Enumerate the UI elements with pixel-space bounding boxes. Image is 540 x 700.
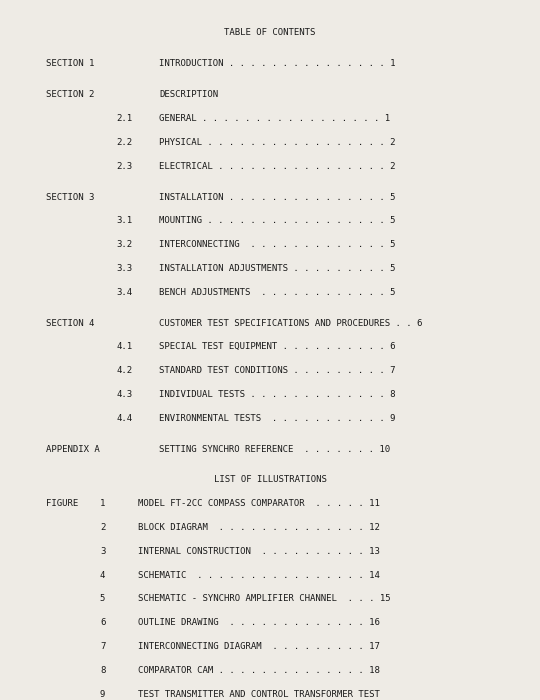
Text: TEST TRANSMITTER AND CONTROL TRANSFORMER TEST: TEST TRANSMITTER AND CONTROL TRANSFORMER… <box>138 690 380 699</box>
Text: 2.2: 2.2 <box>116 138 132 147</box>
Text: SCHEMATIC - SYNCHRO AMPLIFIER CHANNEL  . . . 15: SCHEMATIC - SYNCHRO AMPLIFIER CHANNEL . … <box>138 594 390 603</box>
Text: 1: 1 <box>100 499 105 508</box>
Text: 2: 2 <box>100 523 105 532</box>
Text: 4.4: 4.4 <box>116 414 132 423</box>
Text: 4.2: 4.2 <box>116 366 132 375</box>
Text: INTRODUCTION . . . . . . . . . . . . . . . 1: INTRODUCTION . . . . . . . . . . . . . .… <box>159 60 396 69</box>
Text: OUTLINE DRAWING  . . . . . . . . . . . . . 16: OUTLINE DRAWING . . . . . . . . . . . . … <box>138 618 380 627</box>
Text: BENCH ADJUSTMENTS  . . . . . . . . . . . . 5: BENCH ADJUSTMENTS . . . . . . . . . . . … <box>159 288 396 297</box>
Text: 3.2: 3.2 <box>116 240 132 249</box>
Text: PHYSICAL . . . . . . . . . . . . . . . . . 2: PHYSICAL . . . . . . . . . . . . . . . .… <box>159 138 396 147</box>
Text: 9: 9 <box>100 690 105 699</box>
Text: SECTION 4: SECTION 4 <box>46 318 94 328</box>
Text: 3.1: 3.1 <box>116 216 132 225</box>
Text: 2.3: 2.3 <box>116 162 132 171</box>
Text: INTERNAL CONSTRUCTION  . . . . . . . . . . 13: INTERNAL CONSTRUCTION . . . . . . . . . … <box>138 547 380 556</box>
Text: SECTION 2: SECTION 2 <box>46 90 94 99</box>
Text: TABLE OF CONTENTS: TABLE OF CONTENTS <box>224 28 316 37</box>
Text: COMPARATOR CAM . . . . . . . . . . . . . . 18: COMPARATOR CAM . . . . . . . . . . . . .… <box>138 666 380 675</box>
Text: MOUNTING . . . . . . . . . . . . . . . . . 5: MOUNTING . . . . . . . . . . . . . . . .… <box>159 216 396 225</box>
Text: SECTION 1: SECTION 1 <box>46 60 94 69</box>
Text: INTERCONNECTING DIAGRAM  . . . . . . . . . 17: INTERCONNECTING DIAGRAM . . . . . . . . … <box>138 642 380 651</box>
Text: 2.1: 2.1 <box>116 114 132 123</box>
Text: BLOCK DIAGRAM  . . . . . . . . . . . . . . 12: BLOCK DIAGRAM . . . . . . . . . . . . . … <box>138 523 380 532</box>
Text: 7: 7 <box>100 642 105 651</box>
Text: 5: 5 <box>100 594 105 603</box>
Text: 8: 8 <box>100 666 105 675</box>
Text: GENERAL . . . . . . . . . . . . . . . . . 1: GENERAL . . . . . . . . . . . . . . . . … <box>159 114 390 123</box>
Text: 3.3: 3.3 <box>116 264 132 273</box>
Text: SPECIAL TEST EQUIPMENT . . . . . . . . . . 6: SPECIAL TEST EQUIPMENT . . . . . . . . .… <box>159 342 396 351</box>
Text: SECTION 3: SECTION 3 <box>46 193 94 202</box>
Text: INSTALLATION . . . . . . . . . . . . . . . 5: INSTALLATION . . . . . . . . . . . . . .… <box>159 193 396 202</box>
Text: 3.4: 3.4 <box>116 288 132 297</box>
Text: CUSTOMER TEST SPECIFICATIONS AND PROCEDURES . . 6: CUSTOMER TEST SPECIFICATIONS AND PROCEDU… <box>159 318 423 328</box>
Text: ELECTRICAL . . . . . . . . . . . . . . . . 2: ELECTRICAL . . . . . . . . . . . . . . .… <box>159 162 396 171</box>
Text: SETTING SYNCHRO REFERENCE  . . . . . . . 10: SETTING SYNCHRO REFERENCE . . . . . . . … <box>159 444 390 454</box>
Text: 4.1: 4.1 <box>116 342 132 351</box>
Text: INSTALLATION ADJUSTMENTS . . . . . . . . . 5: INSTALLATION ADJUSTMENTS . . . . . . . .… <box>159 264 396 273</box>
Text: INTERCONNECTING  . . . . . . . . . . . . . 5: INTERCONNECTING . . . . . . . . . . . . … <box>159 240 396 249</box>
Text: 3: 3 <box>100 547 105 556</box>
Text: 4: 4 <box>100 570 105 580</box>
Text: DESCRIPTION: DESCRIPTION <box>159 90 218 99</box>
Text: LIST OF ILLUSTRATIONS: LIST OF ILLUSTRATIONS <box>213 475 327 484</box>
Text: ENVIRONMENTAL TESTS  . . . . . . . . . . . 9: ENVIRONMENTAL TESTS . . . . . . . . . . … <box>159 414 396 423</box>
Text: MODEL FT-2CC COMPASS COMPARATOR  . . . . . 11: MODEL FT-2CC COMPASS COMPARATOR . . . . … <box>138 499 380 508</box>
Text: STANDARD TEST CONDITIONS . . . . . . . . . 7: STANDARD TEST CONDITIONS . . . . . . . .… <box>159 366 396 375</box>
Text: APPENDIX A: APPENDIX A <box>46 444 100 454</box>
Text: 6: 6 <box>100 618 105 627</box>
Text: INDIVIDUAL TESTS . . . . . . . . . . . . . 8: INDIVIDUAL TESTS . . . . . . . . . . . .… <box>159 390 396 399</box>
Text: FIGURE: FIGURE <box>46 499 78 508</box>
Text: SCHEMATIC  . . . . . . . . . . . . . . . . 14: SCHEMATIC . . . . . . . . . . . . . . . … <box>138 570 380 580</box>
Text: 4.3: 4.3 <box>116 390 132 399</box>
